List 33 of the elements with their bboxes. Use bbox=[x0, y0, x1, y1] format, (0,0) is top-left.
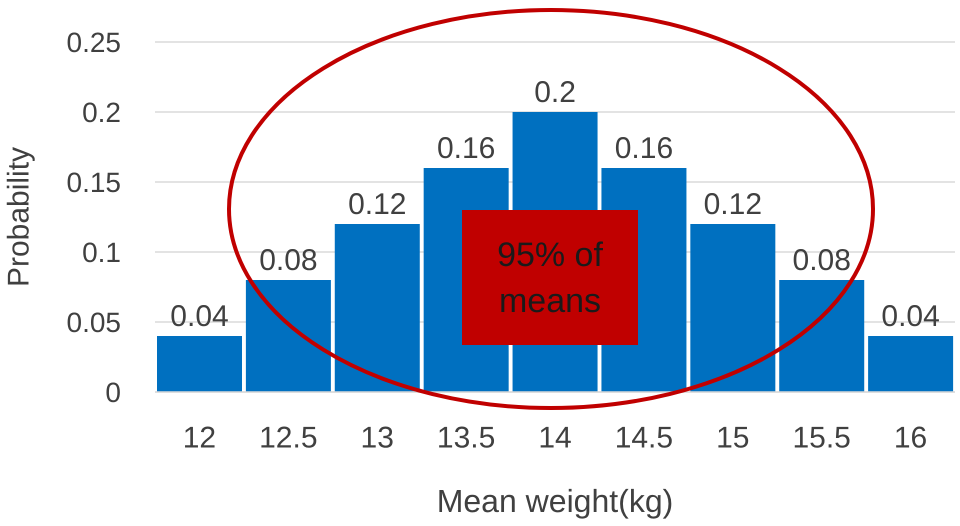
y-tick-label: 0.25 bbox=[66, 26, 121, 58]
data-label: 0.12 bbox=[348, 188, 406, 221]
bar bbox=[246, 280, 331, 392]
x-tick-label: 15.5 bbox=[792, 421, 851, 454]
bar bbox=[779, 280, 864, 392]
bar bbox=[868, 336, 954, 392]
x-axis-title: Mean weight(kg) bbox=[436, 483, 674, 519]
y-tick-label: 0.2 bbox=[82, 96, 121, 128]
x-tick-label: 13 bbox=[360, 421, 394, 454]
data-label: 0.2 bbox=[534, 76, 576, 109]
bar bbox=[690, 224, 776, 392]
x-tick-label: 14.5 bbox=[614, 421, 674, 454]
x-tick-label: 13.5 bbox=[436, 421, 496, 454]
bar bbox=[334, 224, 420, 392]
x-tick-label: 15 bbox=[716, 421, 750, 454]
y-tick-label: 0.05 bbox=[66, 306, 121, 338]
data-label: 0.16 bbox=[614, 132, 674, 165]
x-tick-label: 16 bbox=[894, 421, 928, 454]
data-label: 0.08 bbox=[259, 244, 318, 277]
x-tick-label: 12.5 bbox=[259, 421, 318, 454]
data-label: 0.16 bbox=[436, 132, 496, 165]
data-label: 0.12 bbox=[704, 188, 762, 221]
bar bbox=[157, 336, 242, 392]
annotation: 95% of means bbox=[462, 210, 638, 345]
data-label: 0.04 bbox=[881, 300, 940, 333]
data-label: 0.04 bbox=[170, 300, 229, 333]
x-tick-label: 14 bbox=[538, 421, 572, 454]
x-tick-label: 12 bbox=[182, 421, 216, 454]
y-tick-label: 0 bbox=[105, 376, 121, 408]
y-tick-label: 0.1 bbox=[82, 236, 121, 268]
y-axis-title: Probability bbox=[2, 146, 36, 288]
data-label: 0.08 bbox=[792, 244, 851, 277]
y-tick-label: 0.15 bbox=[66, 166, 121, 198]
